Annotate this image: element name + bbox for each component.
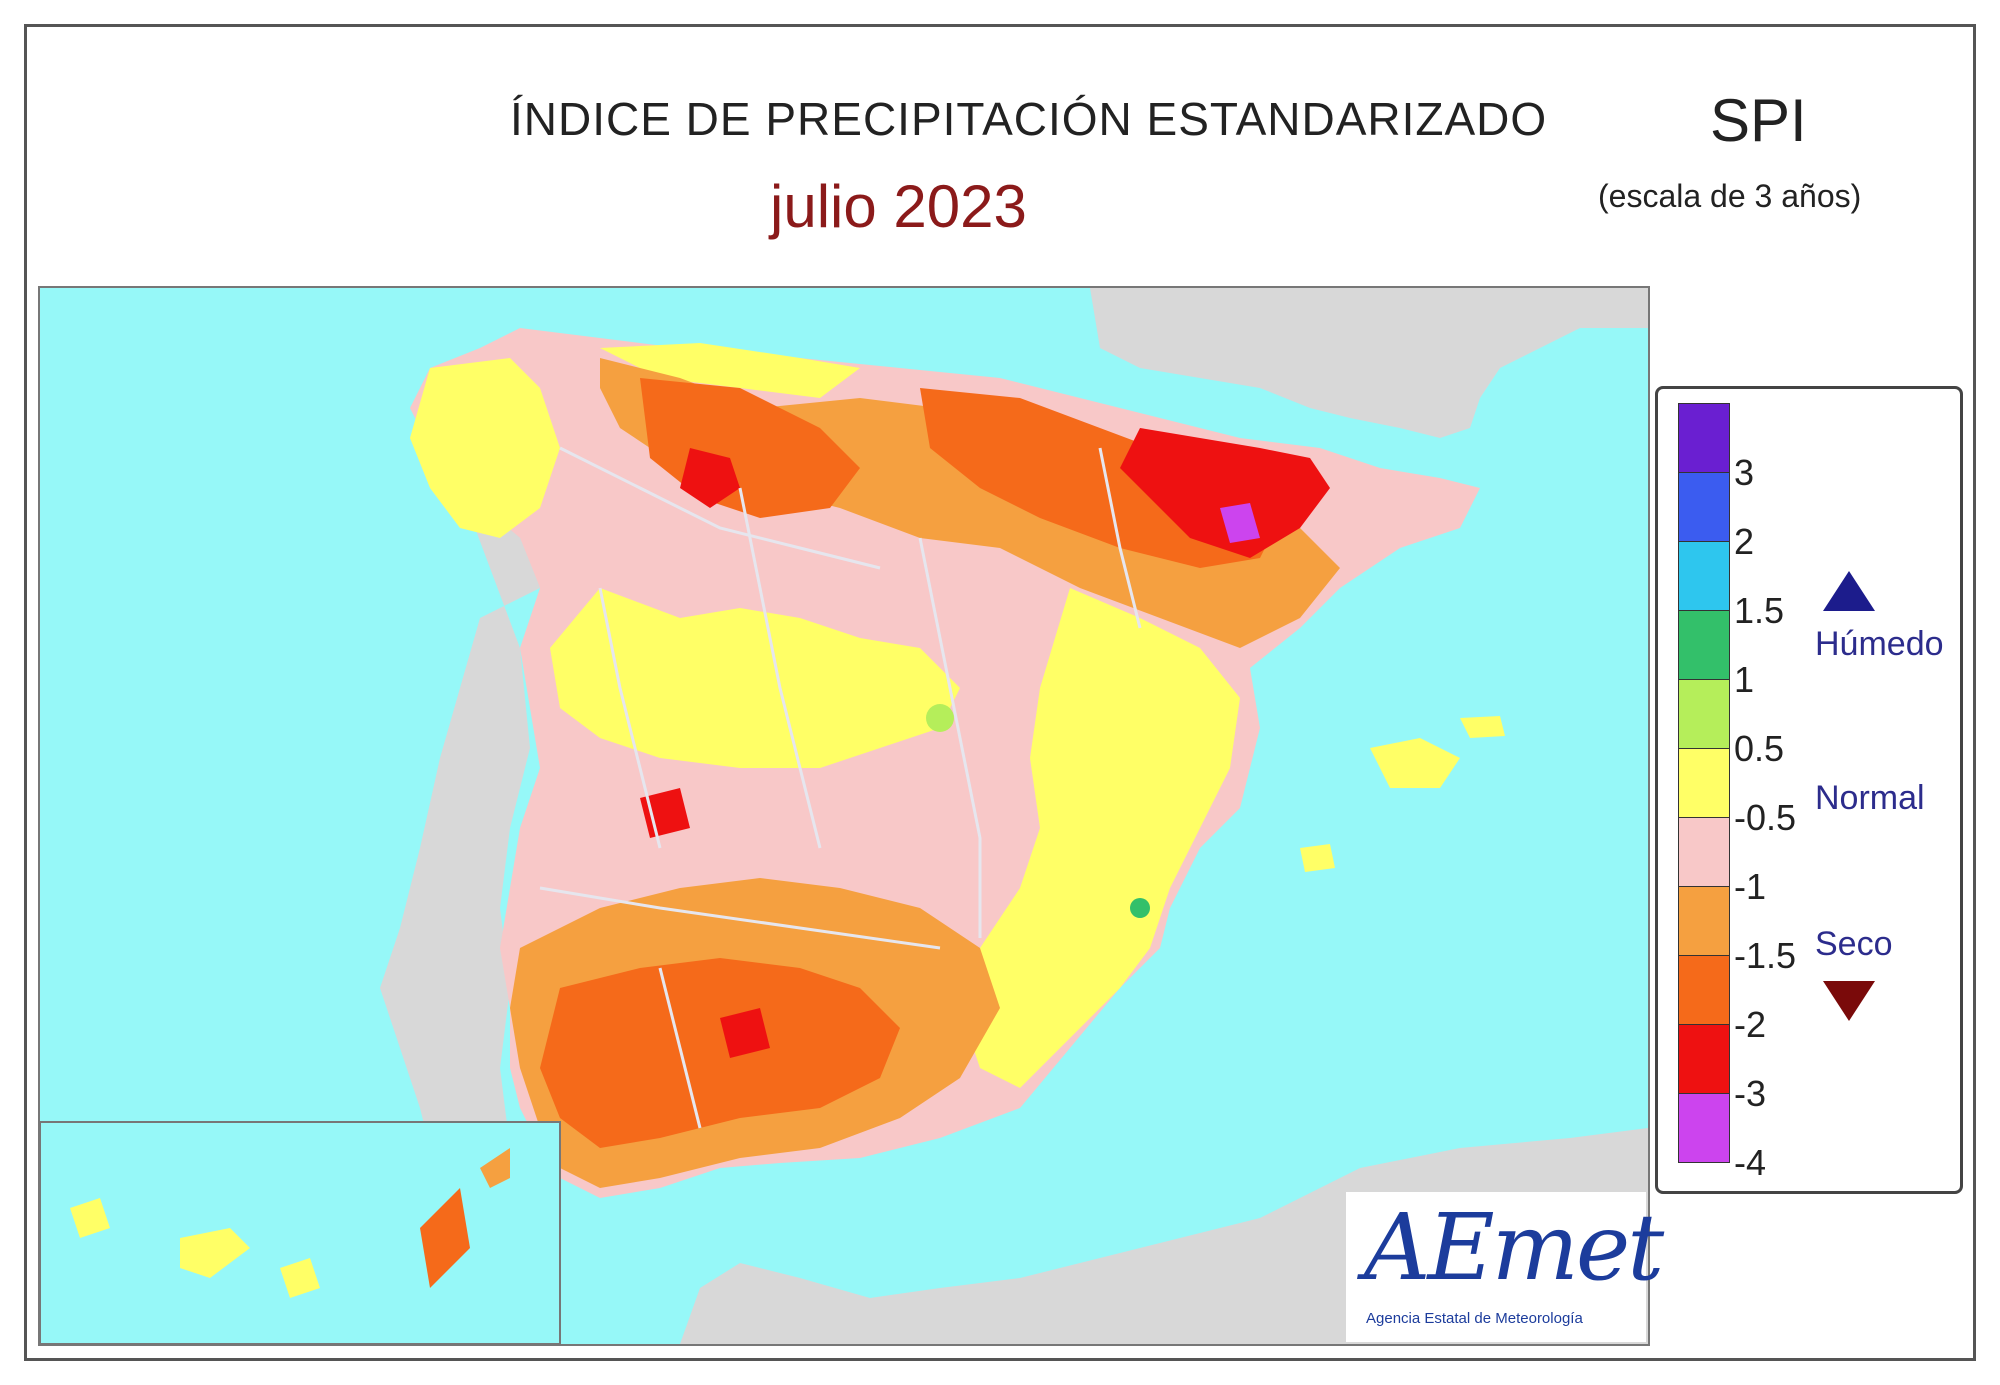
spi-legend: Húmedo Normal Seco 3 2 1.5 1 0.5 -0.5 -1 -1.5 -2…	[1655, 386, 1963, 1194]
east-normal-zone	[960, 588, 1240, 1088]
legend-tick-label: -1	[1734, 866, 1767, 907]
portugal-landmass	[380, 488, 540, 1188]
legend-ramp	[1678, 403, 1730, 1163]
legend-normal-label: Normal	[1815, 779, 1925, 817]
mallorca	[1370, 738, 1460, 788]
ibiza	[1300, 844, 1335, 872]
index-scale: (escala de 3 años)	[1598, 178, 1862, 214]
index-label: SPI	[1710, 87, 1807, 154]
legend-wet-label: Húmedo	[1815, 625, 1944, 663]
menorca	[1460, 716, 1505, 738]
legend-tick-label: 2	[1734, 521, 1755, 562]
legend-swatch	[1678, 611, 1730, 680]
legend-tick-label: -1.5	[1734, 935, 1797, 976]
wet-spot	[926, 704, 954, 732]
aemet-logo: AEmet Agencia Estatal de Meteorología	[1346, 1192, 1664, 1342]
wet-spot-valencia	[1130, 898, 1150, 918]
map-title: ÍNDICE DE PRECIPITACIÓN ESTANDARIZADO	[510, 93, 1548, 145]
map-panel[interactable]	[38, 286, 1650, 1346]
lanzarote	[480, 1148, 510, 1188]
legend-swatch	[1678, 680, 1730, 749]
legend-tick-label: 1.5	[1734, 590, 1785, 631]
legend-tick-label: 1	[1734, 659, 1755, 700]
canary-inset	[40, 1121, 561, 1344]
ciudad-real-extreme-zone	[640, 788, 690, 838]
legend-swatch	[1678, 818, 1730, 887]
legend-swatch	[1678, 542, 1730, 611]
legend-swatch	[1678, 887, 1730, 956]
fuerteventura	[420, 1188, 470, 1288]
gran-canaria	[280, 1258, 320, 1298]
legend-tick-label: 0.5	[1734, 728, 1785, 769]
legend-swatch	[1678, 1094, 1730, 1163]
wet-arrow-icon	[1823, 571, 1875, 611]
legend-tick-label: -4	[1734, 1142, 1767, 1183]
andalucia-severe-zone	[540, 958, 900, 1148]
meseta-normal-zone	[550, 588, 960, 768]
legend-swatch	[1678, 749, 1730, 818]
province-borders	[539, 446, 1142, 1129]
legend-tick-label: -0.5	[1734, 797, 1797, 838]
legend-dry-label: Seco	[1815, 925, 1893, 963]
galicia-normal-zone	[410, 358, 560, 538]
girona-extreme-zone	[1220, 503, 1260, 543]
france-landmass	[1090, 288, 1648, 438]
logo-subtitle: Agencia Estatal de Meteorología	[1366, 1310, 1583, 1327]
legend-tick-label: -2	[1734, 1004, 1767, 1045]
legend-swatch	[1678, 403, 1730, 473]
legend-tick-label: -3	[1734, 1073, 1767, 1114]
burgos-extreme-zone	[680, 448, 740, 508]
logo-text: AEmet	[1364, 1194, 1664, 1301]
map-period: julio 2023	[770, 173, 1027, 240]
legend-swatch	[1678, 956, 1730, 1025]
la-palma	[70, 1198, 110, 1238]
cantabria-normal-zone	[600, 343, 860, 398]
dry-arrow-icon	[1823, 981, 1875, 1021]
spi-map	[40, 288, 1648, 1344]
tenerife	[180, 1228, 250, 1278]
legend-tick-label: 3	[1734, 452, 1755, 493]
catalonia-extreme-zone	[1120, 428, 1330, 558]
legend-swatch	[1678, 1025, 1730, 1094]
sevilla-extreme-zone	[720, 1008, 770, 1058]
legend-swatch	[1678, 473, 1730, 542]
